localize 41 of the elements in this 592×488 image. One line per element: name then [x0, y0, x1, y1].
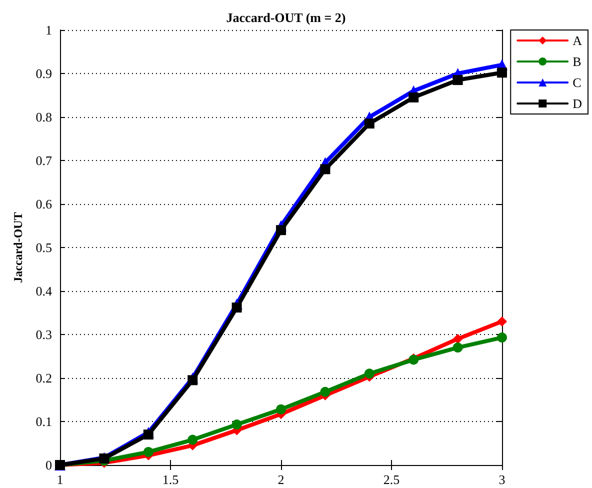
point	[452, 342, 463, 353]
point	[364, 118, 374, 129]
legend-label: B	[572, 54, 582, 69]
point	[320, 386, 330, 397]
point	[497, 68, 507, 78]
x-tick-label: 2.5	[383, 472, 400, 487]
y-tick-label: 1	[46, 22, 52, 38]
y-tick-label: 0.8	[36, 110, 52, 124]
legend-label: A	[572, 33, 583, 48]
point	[408, 92, 419, 102]
y-tick-label: 0.6	[36, 196, 52, 212]
y-tick-label: 0.1	[36, 414, 52, 429]
point	[276, 225, 286, 236]
point	[497, 316, 507, 326]
chart-title: Jaccard-OUT (m = 2)	[226, 10, 346, 25]
point	[320, 164, 330, 174]
point	[143, 446, 154, 457]
legend-label: D	[572, 96, 582, 111]
x-tick-label: 1	[56, 472, 64, 487]
point	[188, 434, 198, 445]
y-tick-label: 0.3	[36, 327, 52, 342]
y-tick-label: 0.5	[36, 240, 52, 255]
legend-label: C	[572, 75, 582, 90]
x-tick-label: 3	[498, 472, 506, 487]
y-tick-label: 0	[46, 458, 52, 472]
point	[452, 334, 463, 344]
x-tick-label: 2	[278, 472, 284, 487]
y-tick-label: 0.4	[36, 284, 52, 298]
x-tick-label: 1.5	[162, 472, 179, 487]
y-tick-label: 0.7	[36, 153, 52, 168]
point	[188, 375, 198, 386]
y-tick-label: 0.2	[36, 370, 52, 386]
point	[497, 332, 507, 343]
point	[232, 302, 242, 313]
point	[364, 368, 374, 379]
point	[232, 420, 242, 430]
point	[143, 430, 154, 440]
y-axis-title: Jaccard-OUT	[11, 212, 25, 283]
y-tick-label: 0.9	[36, 66, 52, 81]
point	[276, 404, 286, 414]
point	[452, 75, 463, 86]
